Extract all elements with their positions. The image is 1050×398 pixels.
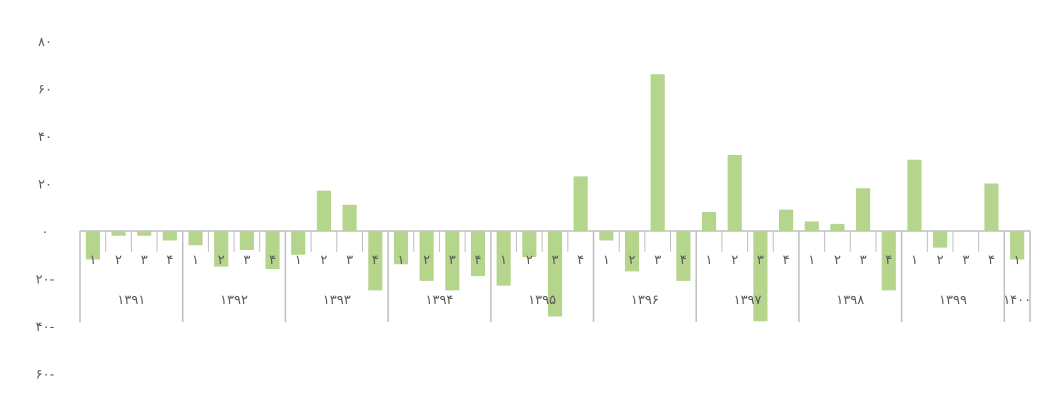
bar — [624, 231, 640, 272]
quarter-tick-label: ۴ — [166, 253, 173, 268]
bar — [214, 231, 229, 267]
quarter-tick-label: ۳ — [449, 253, 456, 268]
x-axis: ۱ ۲ ۳ ۴ ۱۳۹۱ ۱ ۲ ۳ ۴ ۱۳۹۲ ۱ ۲ ۳ ۴ ۱۳۹۳ ۱ ۲ ۳ ۴ ۱۳۹۴ ۱ ۲ ۳ ۴ ۱۳۹۵… — [79, 231, 1031, 322]
year-tick-label: ۱۳۹۳ — [323, 293, 351, 308]
bar — [650, 74, 665, 231]
quarter-tick-label: ۲ — [115, 253, 122, 268]
quarter-tick-label: ۱ — [706, 253, 713, 268]
quarter-tick-label: ۴ — [988, 253, 995, 268]
quarter-tick-label: ۱ — [397, 253, 404, 268]
bar — [316, 190, 331, 231]
bar — [984, 183, 999, 231]
y-tick-label: ۲۰- — [36, 273, 55, 288]
bar — [1010, 231, 1025, 260]
quarter-tick-label: ۱ — [1014, 253, 1021, 268]
bar — [881, 231, 896, 291]
bar — [265, 231, 280, 269]
quarter-tick-label: ۲ — [320, 253, 327, 268]
quarter-tick-label: ۳ — [346, 253, 353, 268]
bar — [239, 231, 254, 250]
bar — [830, 223, 845, 231]
quarter-tick-label: ۲ — [526, 253, 533, 268]
quarter-tick-label: ۱ — [603, 253, 610, 268]
year-tick-label: ۱۳۹۶ — [631, 293, 659, 308]
bar — [342, 204, 357, 231]
bar — [547, 231, 563, 317]
quarter-tick-label: ۴ — [474, 253, 481, 268]
bars — [85, 74, 1025, 322]
bar — [393, 231, 409, 265]
bar — [779, 209, 794, 231]
y-tick-label: ۰ — [42, 225, 49, 240]
quarter-tick-label: ۲ — [629, 253, 636, 268]
bar — [522, 231, 537, 258]
bar — [856, 188, 871, 231]
bar — [573, 176, 588, 231]
bar — [804, 221, 819, 231]
quarter-tick-label: ۱ — [500, 253, 507, 268]
quarter-tick-label: ۴ — [885, 253, 892, 268]
year-tick-label: ۱۳۹۴ — [425, 293, 453, 308]
year-tick-label: ۱۳۹۷ — [734, 293, 762, 308]
quarter-tick-label: ۲ — [731, 253, 738, 268]
year-tick-label: ۱۳۹۱ — [117, 293, 145, 308]
y-tick-label: ۶۰- — [36, 368, 55, 383]
y-tick-label: ۴۰- — [36, 320, 55, 335]
quarter-tick-label: ۳ — [962, 253, 969, 268]
bar — [291, 231, 306, 255]
quarter-tick-label: ۲ — [937, 253, 944, 268]
y-axis: ۸۰ ۶۰ ۴۰ ۲۰ ۰ ۲۰- ۴۰- ۶۰- — [36, 35, 55, 383]
y-tick-label: ۸۰ — [38, 35, 52, 50]
bar — [162, 231, 177, 241]
quarter-tick-label: ۲ — [834, 253, 841, 268]
quarter-tick-label: ۱ — [192, 253, 199, 268]
bar — [753, 231, 768, 322]
quarter-tick-label: ۴ — [680, 253, 687, 268]
y-tick-label: ۶۰ — [38, 83, 52, 98]
bar — [419, 231, 434, 281]
quarter-tick-label: ۱ — [295, 253, 302, 268]
bar — [907, 159, 922, 231]
quarter-tick-label: ۳ — [243, 253, 250, 268]
bar — [368, 231, 383, 291]
bar — [701, 212, 717, 231]
quarter-tick-label: ۴ — [577, 253, 584, 268]
quarter-tick-label: ۳ — [141, 253, 148, 268]
bar — [188, 231, 203, 246]
quarter-tick-label: ۲ — [218, 253, 225, 268]
quarter-tick-label: ۴ — [783, 253, 790, 268]
bar — [85, 231, 100, 260]
y-tick-label: ۴۰ — [38, 130, 52, 145]
year-tick-label: ۱۳۹۲ — [220, 293, 248, 308]
year-tick-label: ۱۳۹۸ — [836, 293, 864, 308]
bar — [496, 231, 511, 286]
quarter-tick-label: ۴ — [269, 253, 276, 268]
year-tick-label: ۱۴۰۰ — [1003, 293, 1031, 308]
quarter-tick-label: ۱ — [808, 253, 815, 268]
bar — [445, 231, 460, 291]
quarter-tick-label: ۱ — [911, 253, 918, 268]
quarter-tick-label: ۴ — [372, 253, 379, 268]
bar — [599, 231, 614, 241]
bar — [933, 231, 948, 248]
bar — [470, 231, 486, 277]
quarter-tick-label: ۱ — [89, 253, 96, 268]
bar — [137, 231, 152, 236]
quarter-tick-label: ۳ — [860, 253, 867, 268]
bar — [111, 231, 126, 236]
quarter-tick-label: ۳ — [552, 253, 559, 268]
bar — [727, 155, 742, 231]
y-tick-label: ۲۰ — [38, 178, 52, 193]
year-tick-label: ۱۳۹۵ — [528, 293, 556, 308]
year-tick-label: ۱۳۹۹ — [939, 293, 967, 308]
quarter-tick-label: ۲ — [423, 253, 430, 268]
quarter-tick-label: ۳ — [757, 253, 764, 268]
bar — [676, 231, 691, 281]
quarter-tick-label: ۳ — [654, 253, 661, 268]
